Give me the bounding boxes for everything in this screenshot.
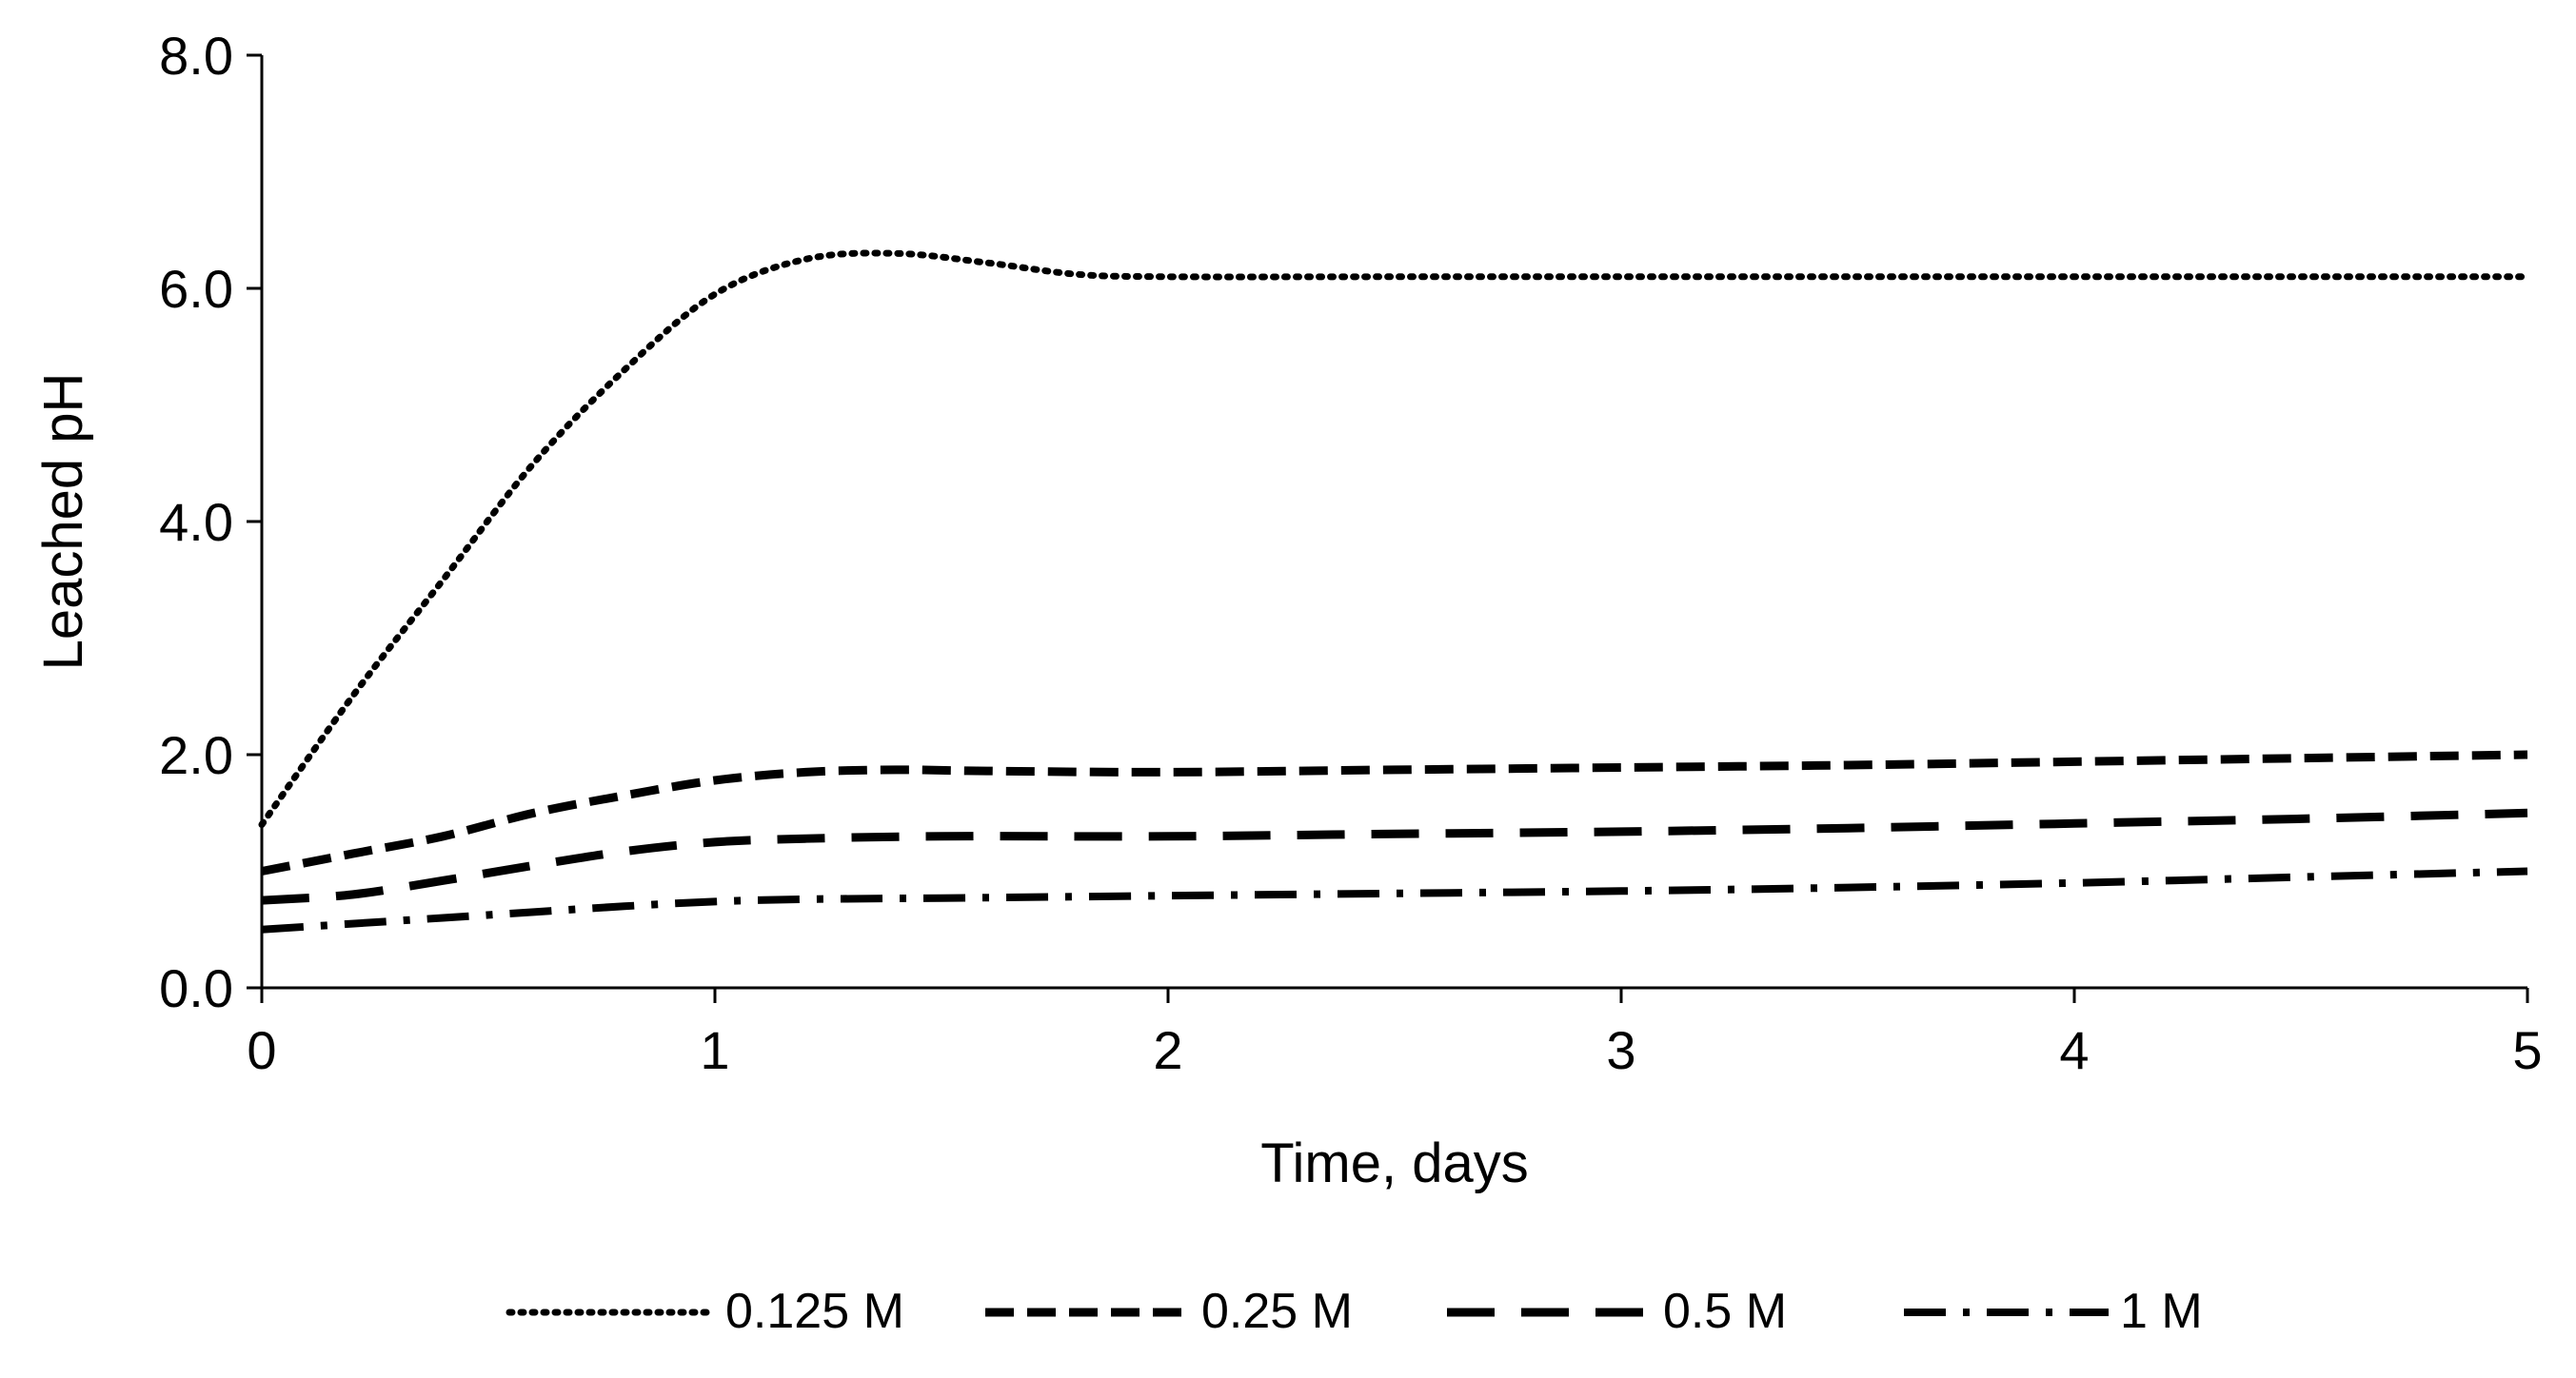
y-tick-label: 2.0 <box>159 725 233 785</box>
legend-label-3: 1 M <box>2120 1284 2203 1339</box>
x-tick-label: 3 <box>1606 1020 1635 1080</box>
series-line-2 <box>261 808 2528 905</box>
x-tick-label: 4 <box>2059 1020 2089 1080</box>
legend-label-1: 0.25 M <box>1201 1284 1353 1339</box>
x-axis-title: Time, days <box>1260 1132 1528 1194</box>
x-tick-label: 2 <box>1153 1020 1182 1080</box>
y-tick-label: 0.0 <box>159 958 233 1018</box>
x-ticks: 0 1 2 3 4 5 <box>247 988 2543 1080</box>
legend-label-2: 0.5 M <box>1663 1284 1787 1339</box>
y-tick-label: 4.0 <box>159 492 233 552</box>
y-ticks: 0.0 2.0 4.0 6.0 8.0 <box>159 26 262 1018</box>
x-tick-label: 5 <box>2512 1020 2542 1080</box>
axes: 0.0 2.0 4.0 6.0 8.0 0 1 2 3 4 5 <box>159 26 2542 1080</box>
x-tick-label: 1 <box>700 1020 729 1080</box>
x-tick-label: 0 <box>247 1020 276 1080</box>
legend-label-0: 0.125 M <box>725 1284 904 1339</box>
series-line-0 <box>258 249 2531 828</box>
series-lines <box>258 249 2531 934</box>
series-line-3 <box>261 867 2528 934</box>
y-axis-title: Leached pH <box>32 373 94 671</box>
series-line-1 <box>261 750 2528 876</box>
legend: 0.125 M 0.25 M 0.5 M 1 M <box>505 1284 2203 1339</box>
y-tick-label: 6.0 <box>159 259 233 319</box>
y-tick-label: 8.0 <box>159 26 233 86</box>
